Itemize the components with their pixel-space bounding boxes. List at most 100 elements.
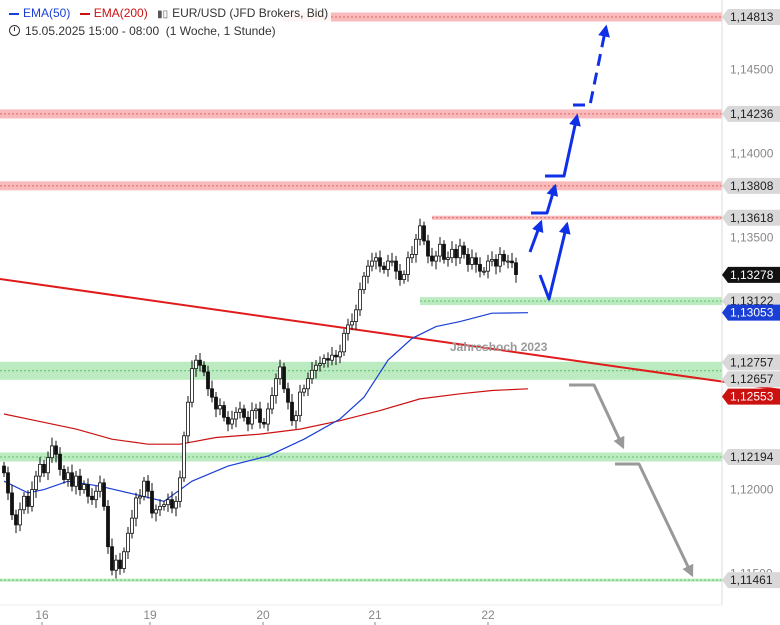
candle-body xyxy=(242,408,246,418)
x-tick-label: 22 xyxy=(481,608,495,622)
y-tick-label: 1,14000 xyxy=(730,147,774,161)
falling-trendline xyxy=(0,278,780,391)
price-label-text: 1,13618 xyxy=(730,211,774,225)
price-label-bg xyxy=(722,448,780,465)
x-tick-label: 21 xyxy=(368,608,382,622)
candle-body xyxy=(466,253,470,265)
candle-body xyxy=(182,435,186,479)
candle-body xyxy=(246,416,250,425)
candle-body xyxy=(342,332,346,353)
price-label-bg xyxy=(722,371,780,388)
candle-body xyxy=(58,453,62,470)
price-label-text: 1,13808 xyxy=(730,179,774,193)
candle-body xyxy=(294,415,298,422)
price-label-bg xyxy=(722,572,780,589)
price-label-text: 1,12194 xyxy=(730,450,774,464)
candle-body xyxy=(302,388,306,393)
price-label: 1,14813 xyxy=(722,9,780,25)
candle-body xyxy=(66,472,70,480)
ema200-swatch xyxy=(79,12,90,15)
candle-body xyxy=(394,260,398,272)
bull-arrow-target-dashed xyxy=(573,24,610,107)
candle-body xyxy=(414,238,418,255)
candle-body xyxy=(262,421,266,425)
candle-body xyxy=(314,364,318,371)
price-label-bg xyxy=(722,9,780,25)
candle-body xyxy=(22,495,26,511)
period-label: (1 Woche, 1 Stunde) xyxy=(165,24,276,38)
candle-body xyxy=(490,259,494,262)
candle-body xyxy=(378,257,382,267)
candle-body xyxy=(362,275,366,291)
candle-body xyxy=(438,243,442,257)
candle-body xyxy=(38,463,42,477)
candle-body xyxy=(346,324,350,334)
bear-arrow-1 xyxy=(569,383,625,450)
legend-symbol: ▮▯ EUR/USD (JFD Brokers, Bid) xyxy=(157,6,328,20)
price-label-text: 1,14813 xyxy=(730,10,774,24)
legend-ema50[interactable]: EMA(50) xyxy=(9,6,70,20)
candle-body xyxy=(70,472,74,487)
candle-body xyxy=(258,408,262,423)
candle-body xyxy=(398,270,402,280)
candle-body xyxy=(318,363,322,366)
candle-body xyxy=(166,499,170,506)
candle-body xyxy=(274,378,278,396)
candle-body xyxy=(402,274,406,280)
x-tick-label: 20 xyxy=(256,608,270,622)
candle-body xyxy=(190,368,194,403)
candle-body xyxy=(110,546,114,571)
candle-body xyxy=(138,495,142,499)
candle-body xyxy=(506,260,510,263)
y-tick-label: 1,14500 xyxy=(730,63,774,77)
price-label-bg xyxy=(722,388,780,405)
candle-body xyxy=(458,245,462,259)
candle-body xyxy=(290,401,294,422)
candle-body xyxy=(150,490,154,514)
candle-body xyxy=(14,514,18,526)
resistance-zone xyxy=(283,12,722,22)
candle-body xyxy=(50,445,54,459)
legend-row-2: 15.05.2025 15:00 - 08:00 (1 Woche, 1 Stu… xyxy=(9,23,328,39)
candle-body xyxy=(350,321,354,326)
chart-legend: EMA(50) EMA(200) ▮▯ EUR/USD (JFD Brokers,… xyxy=(6,5,332,39)
candle-body xyxy=(94,490,98,501)
candle-body xyxy=(142,480,146,497)
candle-body xyxy=(222,405,226,418)
candle-body xyxy=(310,369,314,380)
candle-body xyxy=(382,265,386,270)
price-label: 1,13278 xyxy=(722,266,780,283)
candle-body xyxy=(178,477,182,502)
price-label-text: 1,12757 xyxy=(730,355,774,369)
candle-body xyxy=(286,388,290,403)
candle-body xyxy=(130,517,134,534)
candle-body xyxy=(430,255,434,262)
price-label-text: 1,12553 xyxy=(730,390,774,404)
bull-arrow-small xyxy=(528,219,544,253)
candle-body xyxy=(250,410,254,425)
candle-body xyxy=(214,396,218,410)
candle-body xyxy=(446,257,450,260)
candle-body xyxy=(306,378,310,390)
trendline-layer xyxy=(0,278,780,391)
candle-body xyxy=(298,391,302,417)
bull-arrow-bounce xyxy=(538,221,571,301)
bars-icon: ▮▯ xyxy=(157,9,169,20)
support-zone xyxy=(420,297,722,306)
bull-arrow-step1 xyxy=(531,183,559,215)
candle-body xyxy=(470,257,474,265)
candle-body xyxy=(370,260,374,267)
candle-body xyxy=(118,559,122,569)
candle-body xyxy=(218,405,222,410)
candle-body xyxy=(210,388,214,398)
candle-body xyxy=(338,351,342,358)
candle-body xyxy=(10,492,14,516)
price-label: 1,11461 xyxy=(722,572,780,589)
candle-body xyxy=(510,260,514,264)
candle-body xyxy=(126,532,130,553)
candle-body xyxy=(198,359,202,366)
legend-ema200[interactable]: EMA(200) xyxy=(79,6,148,20)
candle-body xyxy=(266,408,270,425)
price-label-text: 1,14236 xyxy=(730,107,774,121)
candle-body xyxy=(86,484,90,497)
